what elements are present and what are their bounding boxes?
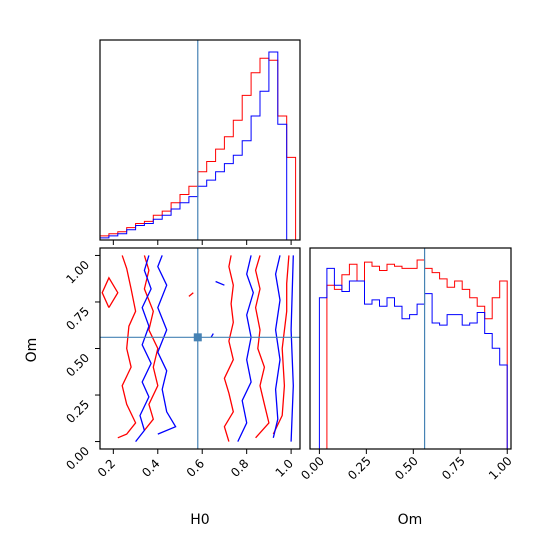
contour-ytick-label: 0.00 <box>63 444 92 473</box>
contour-xtick-label: 1.0 <box>273 456 296 479</box>
contour-frame <box>99 247 301 450</box>
hist-Om-series-1 <box>318 267 508 449</box>
histogram-panel-H0 <box>99 39 301 245</box>
contour-line-4 <box>272 255 290 435</box>
hist-Om-frame <box>309 247 512 450</box>
contour-xtick-label: 0.8 <box>228 456 251 479</box>
contour-xtick-label: 0.2 <box>95 456 118 479</box>
hist-Om-xtick-label: 0.75 <box>439 454 468 483</box>
contour-line-6 <box>188 292 194 297</box>
contour-line-12 <box>215 280 225 286</box>
hist-Om-series-0 <box>319 259 508 450</box>
contour-ytick-label: 0.75 <box>63 304 92 333</box>
contour-xtick-label: 0.4 <box>139 456 162 479</box>
contour-line-0 <box>117 255 137 439</box>
contour-ytick-label: 0.25 <box>63 397 92 426</box>
contour-truth-marker <box>193 333 202 342</box>
hist-Om-xtick-label: 0.00 <box>298 454 327 483</box>
contour-line-13 <box>210 333 214 338</box>
histogram-panel-Om: 0.00 0.25 0.50 0.75 1.00 <box>298 247 515 483</box>
hist-Om-xtick-label: 1.00 <box>486 454 515 483</box>
x-axis-label-H0: H0 <box>190 512 209 528</box>
contour-panel-H0-Om: 0.2 0.4 0.6 0.8 1.0 0.00 0.25 0.50 0.75 1.00 <box>63 247 301 480</box>
hist-Om-xtick-label: 0.50 <box>392 454 421 483</box>
contour-line-2 <box>223 255 234 442</box>
x-axis-label-Om: Om <box>398 512 423 528</box>
contour-line-5 <box>101 276 119 308</box>
y-axis-label-Om: Om <box>24 338 40 363</box>
contour-line-7 <box>135 255 152 443</box>
contour-line-10 <box>272 255 281 438</box>
contour-line-3 <box>254 255 270 439</box>
contour-ytick-label: 1.00 <box>63 258 92 287</box>
contour-line-11 <box>290 255 294 442</box>
contour-line-1 <box>143 255 159 431</box>
hist-H0-frame <box>99 39 301 241</box>
contour-line-9 <box>237 255 254 442</box>
contour-ytick-label: 0.50 <box>63 351 92 380</box>
hist-Om-xtick-label: 0.25 <box>345 454 374 483</box>
contour-xtick-label: 0.6 <box>184 456 207 479</box>
contour-line-8 <box>157 255 177 435</box>
